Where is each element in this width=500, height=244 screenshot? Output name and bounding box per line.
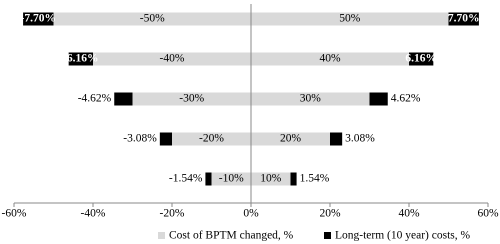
bar — [409, 52, 434, 66]
x-tick-label: 60% — [477, 208, 499, 220]
data-label: -40% — [160, 53, 185, 65]
legend-label: Cost of BPTM changed, % — [169, 230, 294, 242]
legend-label: Long-term (10 year) costs, % — [335, 230, 471, 242]
data-label: -3.08% — [123, 133, 157, 145]
bar — [53, 12, 251, 26]
x-tick-label: 20% — [319, 208, 341, 220]
bar — [205, 172, 212, 186]
bar — [448, 12, 479, 26]
x-tick-label: -60% — [2, 208, 27, 220]
bar — [290, 172, 297, 186]
data-label: 20% — [280, 133, 302, 145]
data-label: -7.70% — [21, 13, 56, 25]
bar — [369, 92, 388, 106]
data-label: 6.16% — [405, 53, 437, 65]
bar — [93, 52, 251, 66]
data-label: -50% — [140, 13, 165, 25]
bar — [330, 132, 343, 146]
data-label: 1.54% — [300, 173, 330, 185]
bar — [251, 132, 330, 146]
bar — [251, 52, 409, 66]
bar — [251, 12, 449, 26]
data-label: -6.16% — [63, 53, 98, 65]
data-label: -4.62% — [78, 93, 112, 105]
bar — [172, 132, 251, 146]
x-tick-label: 0% — [243, 208, 259, 220]
data-label: -1.54% — [169, 173, 203, 185]
data-label: 40% — [319, 53, 341, 65]
data-label: -30% — [179, 93, 204, 105]
bar — [68, 52, 93, 66]
x-tick-label: 40% — [398, 208, 420, 220]
data-label: 7.70% — [448, 13, 480, 25]
bar — [251, 92, 370, 106]
bar — [114, 92, 133, 106]
data-label: 10% — [260, 173, 282, 185]
data-label: -20% — [199, 133, 224, 145]
data-label: 30% — [300, 93, 322, 105]
data-label: 3.08% — [345, 133, 375, 145]
x-tick-label: -20% — [160, 208, 185, 220]
data-label: 50% — [339, 13, 361, 25]
legend-swatch — [324, 232, 331, 239]
data-label: -10% — [219, 173, 244, 185]
data-label: 4.62% — [391, 93, 421, 105]
bar — [23, 12, 54, 26]
bar — [251, 172, 291, 186]
legend-swatch — [158, 232, 165, 239]
x-tick-label: -40% — [81, 208, 106, 220]
bar — [159, 132, 172, 146]
bar — [132, 92, 251, 106]
bar — [211, 172, 251, 186]
